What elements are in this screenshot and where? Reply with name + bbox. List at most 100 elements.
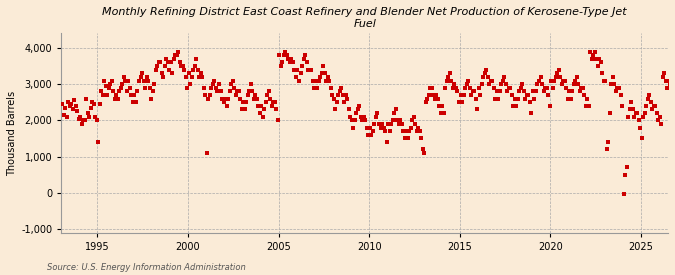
Point xyxy=(190,64,200,68)
Point xyxy=(65,102,76,106)
Point xyxy=(227,78,238,83)
Point xyxy=(351,111,362,115)
Point xyxy=(502,89,513,94)
Point xyxy=(470,97,481,101)
Point xyxy=(61,114,72,119)
Point xyxy=(516,86,526,90)
Point xyxy=(456,100,467,104)
Point xyxy=(643,97,653,101)
Point xyxy=(485,78,496,83)
Point xyxy=(304,67,315,72)
Point xyxy=(481,67,491,72)
Point xyxy=(119,75,130,79)
Point xyxy=(277,60,288,65)
Point xyxy=(539,86,550,90)
Point xyxy=(261,100,271,104)
Point xyxy=(236,107,247,112)
Point xyxy=(441,78,452,83)
Point xyxy=(529,97,540,101)
Point xyxy=(384,129,395,133)
Point xyxy=(647,107,657,112)
Point xyxy=(637,136,647,141)
Point xyxy=(197,75,208,79)
Point xyxy=(551,71,562,76)
Point xyxy=(428,93,439,97)
Point xyxy=(494,89,505,94)
Point xyxy=(105,82,115,86)
Point xyxy=(176,64,187,68)
Point xyxy=(398,129,408,133)
Point xyxy=(589,50,600,54)
Point xyxy=(70,104,81,108)
Point xyxy=(99,78,109,83)
Point xyxy=(508,104,519,108)
Text: Source: U.S. Energy Information Administration: Source: U.S. Energy Information Administ… xyxy=(47,263,246,272)
Point xyxy=(242,93,253,97)
Point xyxy=(109,97,120,101)
Point xyxy=(350,118,360,123)
Point xyxy=(429,97,440,101)
Point xyxy=(317,71,327,76)
Point xyxy=(632,111,643,115)
Point xyxy=(292,67,303,72)
Point xyxy=(468,89,479,94)
Point xyxy=(449,82,460,86)
Point xyxy=(348,125,358,130)
Point xyxy=(550,75,561,79)
Point xyxy=(114,89,125,94)
Point xyxy=(478,75,489,79)
Point xyxy=(493,97,504,101)
Point xyxy=(330,107,341,112)
Point xyxy=(383,122,394,126)
Point xyxy=(306,67,317,72)
Point xyxy=(414,129,425,133)
Point xyxy=(279,53,290,57)
Point xyxy=(302,67,313,72)
Point xyxy=(129,93,140,97)
Point xyxy=(464,86,475,90)
Point xyxy=(247,89,258,94)
Point xyxy=(182,86,192,90)
Point xyxy=(64,104,75,108)
Point xyxy=(101,84,111,88)
Point xyxy=(504,86,514,90)
Point xyxy=(271,107,281,112)
Point xyxy=(579,93,590,97)
Point xyxy=(500,82,511,86)
Point xyxy=(313,78,324,83)
Point xyxy=(356,114,367,119)
Point xyxy=(366,133,377,137)
Point xyxy=(90,114,101,119)
Point xyxy=(259,107,270,112)
Point xyxy=(296,64,307,68)
Point xyxy=(265,97,275,101)
Point xyxy=(544,104,555,108)
Y-axis label: Thousand Barrels: Thousand Barrels xyxy=(7,90,17,175)
Point xyxy=(59,106,70,110)
Point xyxy=(148,82,159,86)
Point xyxy=(479,71,490,76)
Point xyxy=(115,86,126,90)
Point xyxy=(224,89,235,94)
Point xyxy=(200,93,211,97)
Point xyxy=(372,111,383,115)
Point xyxy=(346,118,357,123)
Point xyxy=(511,104,522,108)
Point xyxy=(601,147,612,152)
Point xyxy=(454,100,464,104)
Point xyxy=(664,78,674,83)
Point xyxy=(257,114,268,119)
Point xyxy=(633,118,644,123)
Point xyxy=(153,60,164,65)
Point xyxy=(156,71,167,76)
Point xyxy=(434,104,445,108)
Point xyxy=(482,75,493,79)
Point xyxy=(395,118,406,123)
Point xyxy=(606,82,617,86)
Point xyxy=(262,93,273,97)
Point xyxy=(294,78,304,83)
Point xyxy=(541,86,552,90)
Point xyxy=(377,122,387,126)
Point xyxy=(535,75,546,79)
Point xyxy=(203,97,214,101)
